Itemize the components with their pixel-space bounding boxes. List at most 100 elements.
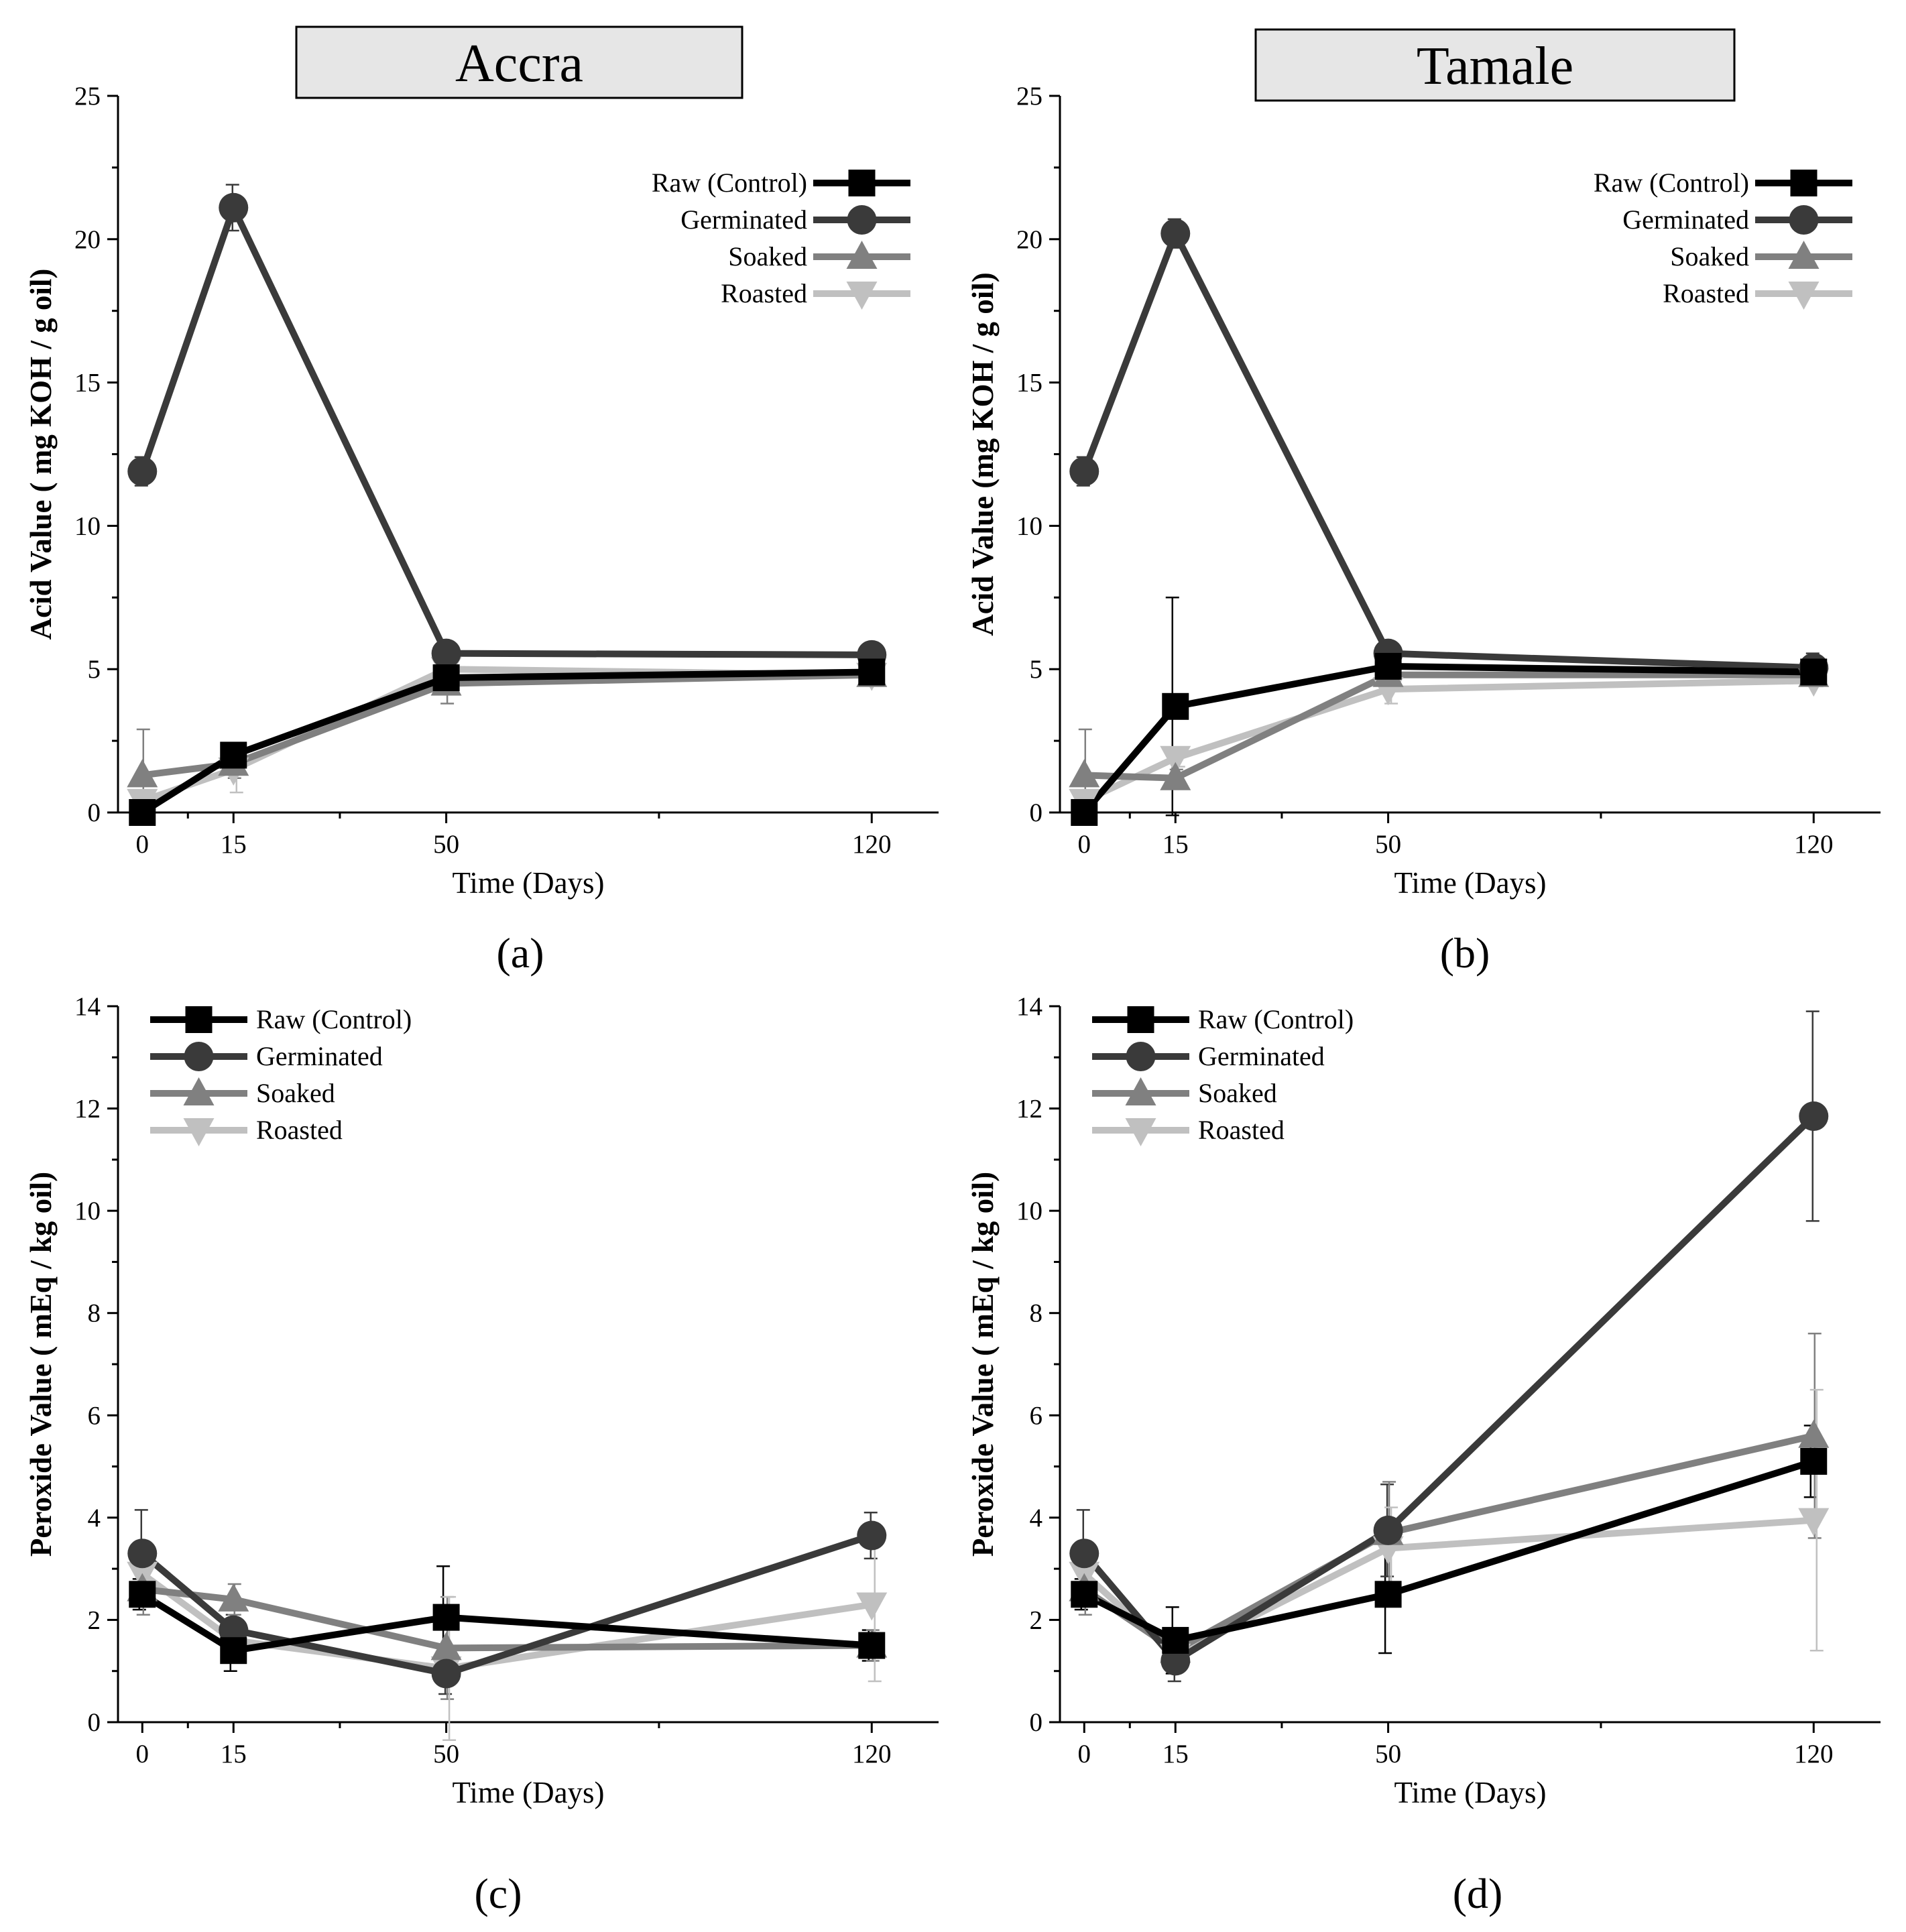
data-point <box>1800 1447 1828 1475</box>
data-point <box>431 638 461 668</box>
y-tick-label: 6 <box>1030 1401 1043 1430</box>
y-axis-title: Acid Value ( mg KOH / g oil) <box>24 269 58 640</box>
x-axis-title: Time (Days) <box>452 866 604 900</box>
chart-title: Tamale <box>1417 37 1573 96</box>
title-box <box>1254 28 1736 102</box>
data-point <box>1071 799 1098 826</box>
legend-label: Raw (Control) <box>1594 168 1749 198</box>
panel-tag: (a) <box>496 929 544 977</box>
x-tick-label: 50 <box>433 1740 459 1768</box>
data-point <box>1069 759 1100 788</box>
y-tick-label: 25 <box>1016 82 1043 111</box>
legend-label: Germinated <box>680 204 807 235</box>
y-axis-title: Peroxide Value ( mEq / kg oil) <box>24 1172 58 1557</box>
data-point <box>220 741 247 769</box>
data-point <box>430 1632 462 1661</box>
chart-panel-a: 0 5 10 15 20 25 0 15 50 120 Time (Days) Acid Value … <box>24 25 939 977</box>
x-tick-label: 120 <box>1794 830 1834 859</box>
x-axis-title: Time (Days) <box>1394 866 1546 900</box>
y-tick-label: 12 <box>1016 1095 1043 1124</box>
data-point <box>127 1538 158 1569</box>
series-line-1 <box>1081 230 1814 672</box>
data-point <box>1373 1515 1403 1545</box>
data-point <box>1160 745 1191 774</box>
y-tick-label: 10 <box>1016 511 1043 540</box>
x-axis-title: Time (Days) <box>1394 1776 1546 1809</box>
legend-marker <box>1790 170 1818 196</box>
data-point <box>1798 1419 1830 1448</box>
y-tick-label: 4 <box>1030 1504 1043 1532</box>
y-tick-label: 8 <box>88 1299 101 1328</box>
x-tick-label: 0 <box>1078 830 1091 859</box>
y-tick-label: 5 <box>1030 655 1043 684</box>
legend-label: Raw (Control) <box>256 1004 412 1034</box>
y-tick-label: 5 <box>88 655 101 684</box>
x-tick-label: 15 <box>1163 830 1189 859</box>
x-tick-label: 0 <box>136 1740 150 1768</box>
data-point <box>1071 1581 1098 1608</box>
legend-label: Germinated <box>256 1041 383 1071</box>
series-line-1 <box>139 204 872 658</box>
data-point <box>1374 652 1402 680</box>
legend-marker <box>1126 1042 1156 1071</box>
x-tick-label: 50 <box>1375 1740 1401 1768</box>
data-point <box>1160 219 1191 249</box>
x-tick-label: 0 <box>1078 1740 1091 1768</box>
y-axis-title: Peroxide Value ( mEq / kg oil) <box>966 1172 1000 1557</box>
series-line-0 <box>1083 1458 1815 1644</box>
data-point <box>856 1592 888 1621</box>
y-tick-label: 4 <box>88 1504 101 1532</box>
legend-marker <box>1127 1006 1154 1033</box>
data-point <box>1160 762 1191 790</box>
y-tick-label: 0 <box>1030 1708 1043 1737</box>
legend-marker <box>1125 1077 1156 1105</box>
x-tick-label: 15 <box>221 830 247 859</box>
y-tick-label: 10 <box>74 511 101 540</box>
data-point <box>220 1637 247 1665</box>
data-point <box>1069 457 1099 487</box>
chart-title: Accra <box>455 34 583 93</box>
legend-marker <box>846 241 878 269</box>
data-point <box>129 799 156 826</box>
y-tick-label: 0 <box>88 798 101 827</box>
data-point <box>1374 1581 1402 1608</box>
data-point <box>857 1520 887 1551</box>
data-point <box>1798 1508 1830 1536</box>
data-point <box>858 1632 886 1659</box>
series-line-1 <box>1081 1113 1816 1665</box>
data-point <box>129 1581 156 1608</box>
legend-label: Roasted <box>1663 278 1749 308</box>
legend-marker <box>847 205 877 235</box>
data-point <box>1800 658 1828 686</box>
y-tick-label: 10 <box>1016 1197 1043 1225</box>
legend-label: Soaked <box>256 1078 335 1108</box>
legend-label: Raw (Control) <box>652 168 807 198</box>
y-tick-label: 20 <box>1016 225 1043 254</box>
legend-label: Germinated <box>1622 204 1749 235</box>
x-tick-label: 0 <box>136 830 150 859</box>
legend-marker <box>1788 241 1820 269</box>
y-tick-label: 14 <box>74 992 101 1021</box>
legend-label: Roasted <box>721 278 807 308</box>
data-point <box>432 664 460 692</box>
data-point <box>218 1583 249 1612</box>
y-tick-label: 12 <box>74 1095 101 1124</box>
x-axis-title: Time (Days) <box>452 1776 604 1809</box>
legend-marker <box>183 1077 215 1105</box>
x-tick-label: 120 <box>852 830 892 859</box>
y-axis-title: Acid Value (mg KOH / g oil) <box>966 272 1000 636</box>
legend-marker <box>1788 282 1820 310</box>
legend-label: Germinated <box>1198 1041 1325 1071</box>
y-tick-label: 10 <box>74 1197 101 1225</box>
data-point <box>1162 1626 1189 1654</box>
series-line-2 <box>141 671 872 779</box>
data-point <box>127 457 158 487</box>
legend-marker <box>1789 205 1819 235</box>
panel-tag: (d) <box>1453 1870 1503 1917</box>
legend-marker <box>184 1042 214 1071</box>
panel-tag: (c) <box>474 1870 522 1917</box>
data-point <box>432 1604 460 1631</box>
legend-label: Soaked <box>728 241 807 271</box>
x-tick-label: 50 <box>1375 830 1401 859</box>
